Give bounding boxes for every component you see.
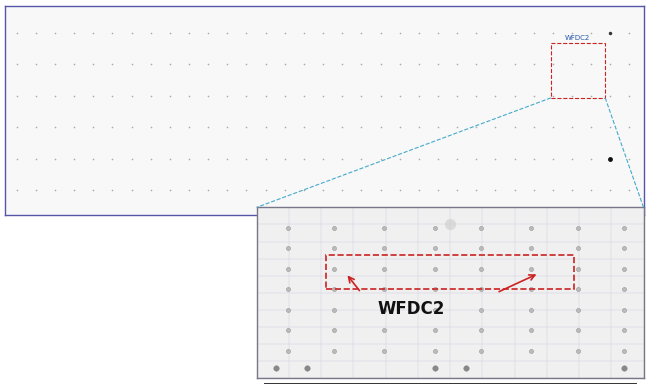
Text: WFDC2: WFDC2 xyxy=(565,35,590,41)
Bar xyxy=(551,43,605,98)
Bar xyxy=(326,255,574,290)
Text: WFDC2: WFDC2 xyxy=(378,300,445,318)
